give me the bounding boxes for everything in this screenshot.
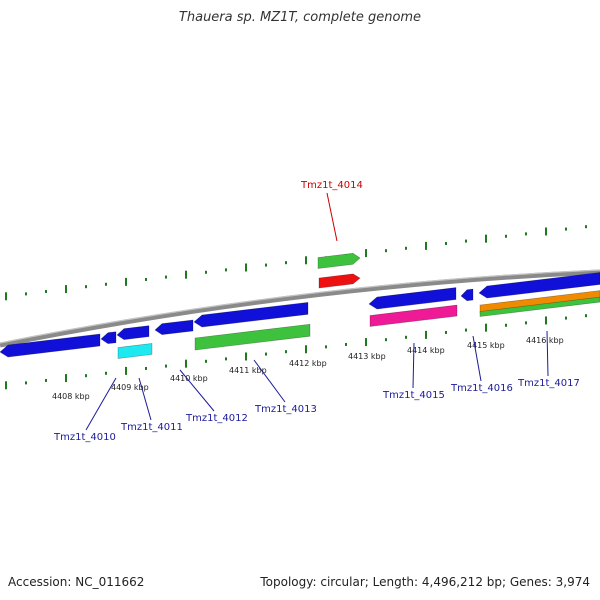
callout-line — [326, 192, 338, 242]
scale-label: 4412 kbp — [289, 359, 327, 368]
gene-block-4011 — [100, 331, 117, 344]
gene-label-1[interactable]: Tmz1t_4011 — [120, 422, 183, 433]
callout-line — [85, 377, 117, 431]
lower-tick-track — [5, 314, 587, 390]
gene-block-4014 — [318, 273, 361, 289]
callout-line — [253, 359, 286, 403]
gene-label-2[interactable]: Tmz1t_4012 — [185, 413, 248, 424]
scale-label: 4415 kbp — [467, 341, 505, 350]
gene-block-green-right — [479, 296, 600, 317]
gene-block-4011b — [116, 325, 150, 340]
callout-line — [179, 369, 215, 412]
gene-block-orange — [479, 290, 600, 314]
scale-label: 4413 kbp — [348, 352, 386, 361]
scale-label: 4411 kbp — [229, 366, 267, 375]
scale-label: 4416 kbp — [526, 336, 564, 345]
gene-label-7[interactable]: Tmz1t_4017 — [517, 378, 580, 389]
callout-line — [138, 377, 152, 421]
genome-backbone — [0, 269, 600, 348]
backbone-highlight — [0, 269, 600, 344]
upper-tick-track — [5, 225, 587, 301]
gene-block-4015 — [368, 287, 457, 310]
gene-block-4013 — [193, 301, 309, 328]
gene-block-4017 — [478, 272, 600, 299]
gene-block-4010 — [0, 333, 101, 358]
gene-block-4014-green — [317, 252, 361, 269]
accession-text: Accession: NC_011662 — [8, 575, 145, 589]
callout-line — [472, 335, 482, 382]
gene-block-4016 — [460, 288, 474, 302]
gene-block-4012 — [154, 319, 194, 335]
genome-title: Thauera sp. MZ1T, complete genome — [178, 10, 422, 25]
genome-summary-text: Topology: circular; Length: 4,496,212 bp… — [260, 575, 590, 589]
gene-block-4015-magenta — [369, 304, 458, 327]
scale-label: 4414 kbp — [407, 346, 445, 355]
scale-labels: 4408 kbp 4409 kbp 4410 kbp 4411 kbp 4412 kbp… — [52, 336, 564, 401]
gene-label-6[interactable]: Tmz1t_4016 — [450, 383, 513, 394]
gene-label-5[interactable]: Tmz1t_4015 — [382, 390, 445, 401]
gene-features — [0, 252, 600, 359]
callout-line — [412, 342, 415, 389]
scale-label: 4408 kbp — [52, 392, 90, 401]
callout-line — [546, 330, 549, 377]
gene-label-0[interactable]: Tmz1t_4010 — [53, 432, 116, 443]
scale-label: 4409 kbp — [111, 383, 149, 392]
gene-block-cyan — [117, 343, 153, 359]
scale-label: 4410 kbp — [170, 374, 208, 383]
gene-label-3[interactable]: Tmz1t_4013 — [254, 404, 317, 415]
gene-block-green-lower — [194, 323, 311, 351]
gene-label-4[interactable]: Tmz1t_4014 — [300, 180, 363, 191]
